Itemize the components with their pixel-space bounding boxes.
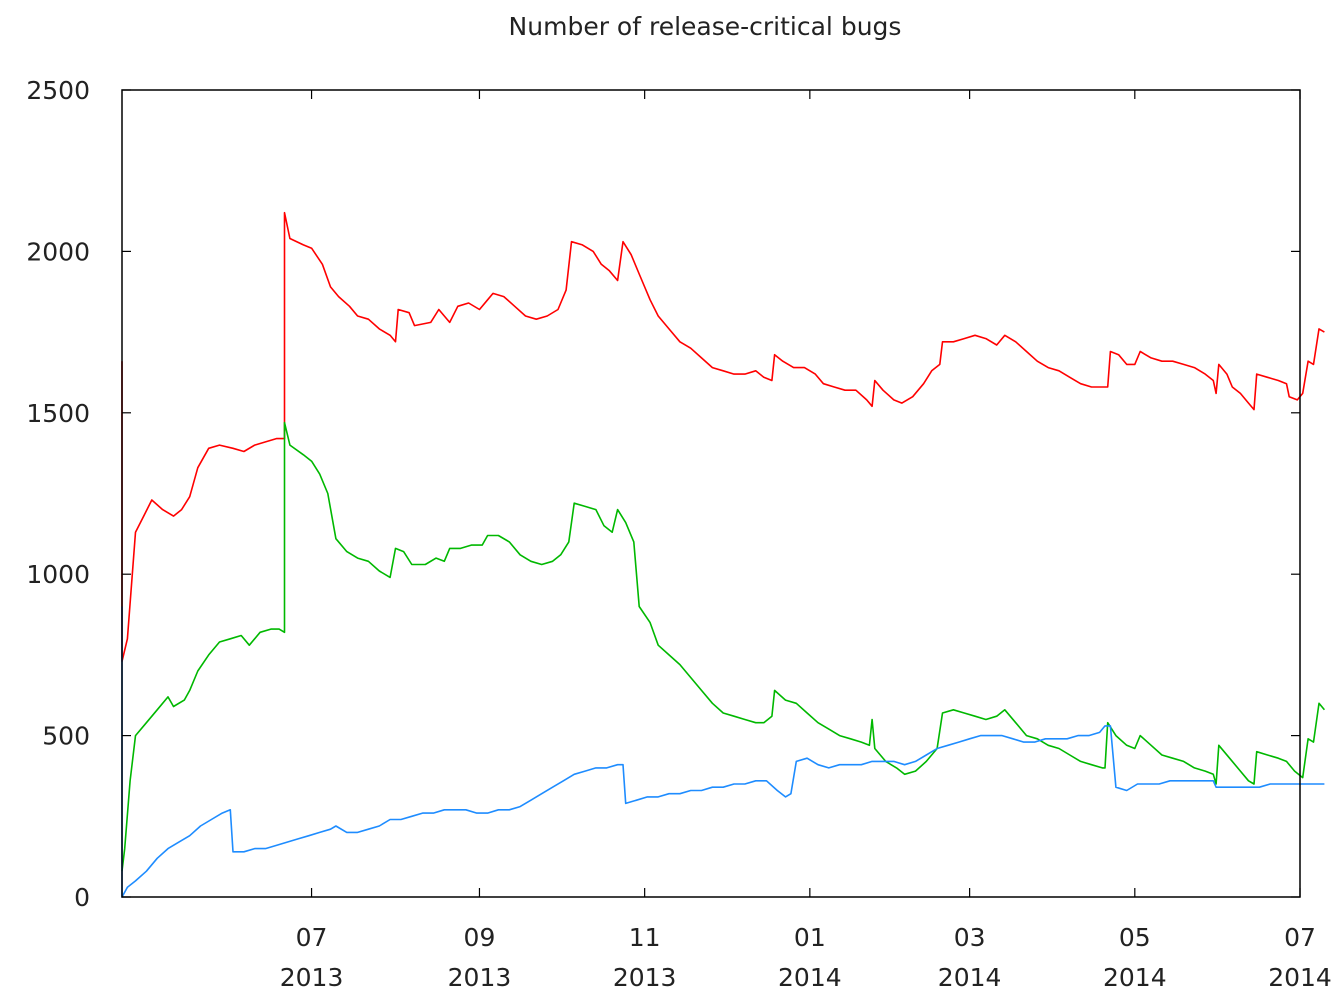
x-tick-year-label: 2014 (778, 963, 842, 992)
plot-frame (121, 89, 1301, 898)
x-tick-year-label: 2014 (938, 963, 1002, 992)
x-axis: 07 2013 09 2013 11 2013 01 2014 03 2014 05 2014 07 20… (280, 90, 1332, 992)
chart-title: Number of release-critical bugs (509, 12, 902, 41)
x-tick-month-label: 01 (794, 923, 826, 952)
series-line-red (121, 211, 1325, 663)
x-tick-year-label: 2014 (1268, 963, 1332, 992)
series-line-green (121, 421, 1326, 872)
series-layer (121, 211, 1326, 898)
x-tick-year-label: 2013 (613, 963, 677, 992)
y-axis: 0 500 1000 1500 2000 2500 (26, 76, 1300, 912)
x-tick-year-label: 2014 (1103, 963, 1167, 992)
x-tick-month-label: 09 (464, 923, 496, 952)
x-tick-year-label: 2013 (448, 963, 512, 992)
y-tick-label: 500 (42, 722, 90, 751)
x-tick-month-label: 07 (296, 923, 328, 952)
series-line-blue (121, 606, 1325, 898)
y-tick-label: 1000 (26, 560, 90, 589)
y-tick-label: 1500 (26, 399, 90, 428)
y-tick-label: 2500 (26, 76, 90, 105)
x-tick-month-label: 07 (1284, 923, 1316, 952)
x-tick-month-label: 03 (954, 923, 986, 952)
x-tick-month-label: 05 (1119, 923, 1151, 952)
x-tick-year-label: 2013 (280, 963, 344, 992)
y-tick-label: 2000 (26, 237, 90, 266)
y-tick-label: 0 (74, 883, 90, 912)
x-tick-month-label: 11 (629, 923, 661, 952)
